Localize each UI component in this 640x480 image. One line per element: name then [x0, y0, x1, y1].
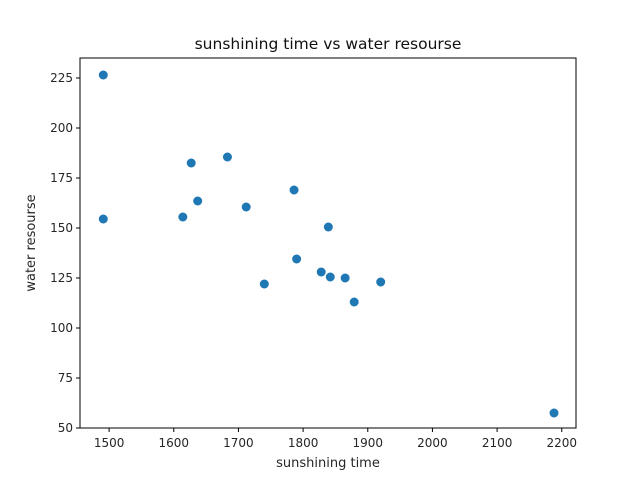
y-axis-label: water resourse	[24, 194, 39, 291]
y-tick-label: 200	[50, 121, 73, 135]
x-axis: 1500 1600 1700 1800 1900 2000 2100 2200	[94, 428, 577, 450]
y-axis: 50 75 100 125 150 175 200 225	[50, 71, 80, 435]
y-tick-label: 225	[50, 71, 73, 85]
scatter-point	[349, 297, 359, 307]
scatter-point	[193, 196, 203, 206]
y-tick-label: 150	[50, 221, 73, 235]
y-tick-label: 50	[58, 421, 73, 435]
plot-frame	[79, 57, 577, 429]
x-tick-label: 2200	[546, 436, 577, 450]
scatter-point	[178, 212, 188, 222]
y-tick-label: 100	[50, 321, 73, 335]
scatter-point	[241, 202, 251, 212]
scatter-point	[376, 277, 386, 287]
scatter-point	[222, 152, 232, 162]
y-tick-label: 175	[50, 171, 73, 185]
scatter-point	[292, 254, 302, 264]
scatter-point	[259, 279, 269, 289]
x-tick-label: 1700	[223, 436, 254, 450]
scatter-point	[549, 408, 559, 418]
chart-title: sunshining time vs water resourse	[195, 35, 462, 53]
scatter-point	[325, 272, 335, 282]
x-tick-label: 2000	[417, 436, 448, 450]
scatter-point	[316, 267, 326, 277]
x-tick-label: 1500	[94, 436, 125, 450]
scatter-point	[289, 185, 299, 195]
x-tick-label: 2100	[482, 436, 513, 450]
scatter-point	[323, 222, 333, 232]
x-tick-label: 1900	[352, 436, 383, 450]
plot-area	[79, 57, 577, 429]
x-tick-label: 1800	[288, 436, 319, 450]
data-series	[98, 70, 559, 418]
scatter-point	[98, 70, 108, 80]
scatter-point	[98, 214, 108, 224]
y-tick-label: 125	[50, 271, 73, 285]
scatter-point	[186, 158, 196, 168]
scatter-point	[340, 273, 350, 283]
x-axis-label: sunshining time	[276, 456, 380, 471]
x-tick-label: 1600	[158, 436, 189, 450]
y-tick-label: 75	[58, 371, 73, 385]
